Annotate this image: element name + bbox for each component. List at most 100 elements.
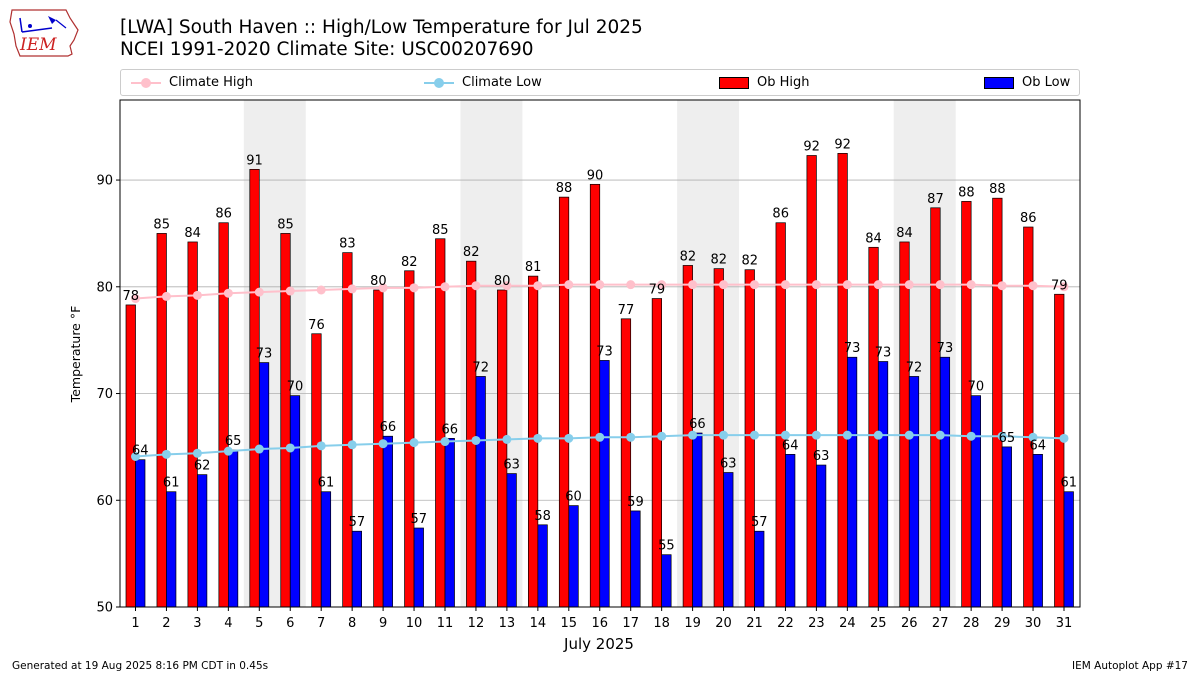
ob-high-bar [311,333,322,608]
climate-high-point [873,280,883,290]
ob-low-label: 72 [906,360,923,375]
ob-high-bar [775,222,786,608]
ob-low-label: 73 [875,346,892,361]
ob-high-label: 77 [618,303,635,318]
ob-low-bar [537,524,548,608]
ob-high-label: 86 [772,207,789,222]
y-tick-label: 80 [96,280,113,295]
ob-high-bar [342,252,353,608]
legend-climate-low-label: Climate Low [462,75,542,90]
ob-low-label: 61 [163,476,180,491]
ob-low-label: 64 [782,438,799,453]
ob-low-bar [166,491,177,608]
climate-high-point [688,280,698,290]
legend-climate-high: Climate High [131,70,253,95]
ob-high-label: 82 [711,253,728,268]
x-tick-label: 10 [406,616,423,631]
iem-logo: IEM [8,6,82,58]
climate-low-point [316,441,326,451]
ob-high-label: 79 [649,283,666,298]
ob-low-bar [785,454,796,608]
ob-low-label: 63 [813,449,830,464]
climate-low-point [161,449,171,459]
climate-high-point [966,280,976,290]
climate-low-point [564,433,574,443]
x-tick-label: 23 [808,616,825,631]
ob-low-label: 63 [720,457,737,472]
climate-low-point [719,430,729,440]
ob-high-label: 92 [834,137,851,152]
ob-low-swatch [984,76,1014,89]
x-tick-label: 28 [963,616,980,631]
ob-low-bar [135,459,146,608]
ob-low-bar [413,527,424,608]
ob-high-bar [249,169,260,608]
ob-high-label: 84 [896,226,913,241]
x-tick-label: 19 [684,616,701,631]
ob-low-bar [630,510,641,608]
climate-low-point [904,430,914,440]
climate-low-swatch [424,77,454,88]
ob-high-bar [930,207,941,608]
climate-low-point [533,433,543,443]
climate-high-point [626,280,636,290]
climate-high-point [409,283,419,293]
ob-low-label: 66 [380,420,397,435]
climate-high-point [657,280,667,290]
ob-low-bar [258,362,270,608]
x-tick-label: 12 [468,616,485,631]
ob-low-label: 57 [411,512,428,527]
climate-high-point [285,286,295,296]
ob-high-bar [497,289,508,608]
ob-low-bar [568,505,579,608]
ob-high-label: 85 [153,217,170,232]
climate-high-point [904,280,914,290]
climate-high-point [161,291,171,301]
ob-low-label: 57 [751,515,768,530]
x-tick-label: 26 [901,616,918,631]
ob-low-bar [723,472,734,608]
climate-low-point [997,431,1007,441]
ob-high-swatch [719,76,749,89]
ob-low-bar [754,530,765,608]
climate-low-point [192,448,202,458]
climate-low-point [750,430,759,440]
ob-high-label: 88 [556,181,573,196]
ob-low-label: 64 [1030,438,1047,453]
legend-ob-high: Ob High [719,70,810,95]
ob-low-label: 73 [937,341,954,356]
ob-low-bar [506,473,517,608]
ob-low-bar [320,491,332,608]
climate-high-point [471,281,481,291]
x-tick-label: 2 [162,616,170,631]
ob-low-label: 61 [318,476,335,491]
climate-high-point [811,280,821,290]
ob-low-bar [228,449,239,608]
ob-high-bar [961,201,972,608]
ob-low-bar [846,356,858,608]
x-tick-label: 31 [1056,616,1073,631]
x-tick-label: 29 [994,616,1011,631]
legend-ob-high-label: Ob High [757,75,810,90]
climate-low-point [254,444,264,454]
climate-lines [131,280,1069,462]
title-line-2: NCEI 1991-2020 Climate Site: USC00207690 [120,39,534,60]
x-tick-label: 1 [131,616,139,631]
x-tick-label: 6 [286,616,294,631]
climate-low-point [471,435,481,445]
ob-low-bar [1032,454,1043,608]
ob-high-label: 84 [865,231,882,246]
x-tick-label: 15 [561,616,578,631]
climate-low-point [347,440,357,450]
ob-high-bar [373,289,384,608]
x-tick-label: 21 [746,616,763,631]
footer-app: IEM Autoplot App #17 [1072,660,1188,672]
climate-low-point [873,430,883,440]
climate-low-point [1059,433,1069,443]
y-tick-label: 90 [96,174,113,189]
climate-low-point [780,430,790,440]
iowa-map-icon [9,9,79,57]
x-tick-label: 27 [932,616,949,631]
climate-high-point [502,281,512,291]
